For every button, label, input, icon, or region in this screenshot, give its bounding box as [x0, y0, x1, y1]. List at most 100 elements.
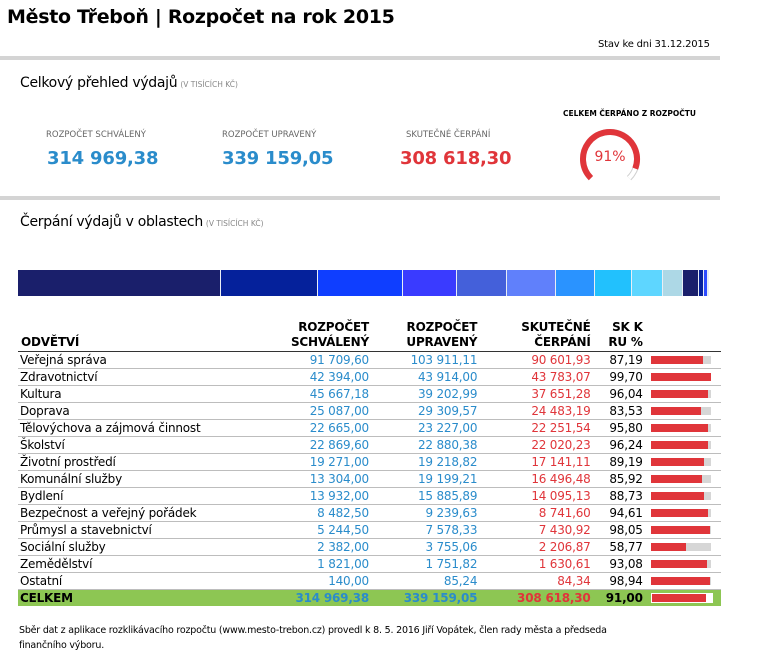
- stack-segment-4[interactable]: [402, 270, 458, 296]
- row-sector: Bezpečnost a veřejný pořádek: [18, 504, 265, 522]
- stack-segment-13[interactable]: [704, 270, 708, 296]
- row-sector: Životní prostředí: [18, 453, 265, 471]
- row-sector: Komunální služby: [18, 470, 265, 488]
- row-approved: 91 709,60: [264, 351, 371, 369]
- stack-segment-10[interactable]: [663, 270, 683, 296]
- stack-segment-2[interactable]: [220, 270, 319, 296]
- row-adjusted: 103 911,11: [370, 351, 480, 369]
- table-row: Školství 22 869,60 22 880,38 22 020,23 96,24: [18, 436, 721, 454]
- row-adjusted: 19 199,21: [370, 470, 480, 488]
- row-approved: 314 969,38: [264, 589, 371, 606]
- row-actual: 1 630,61: [479, 555, 593, 573]
- overview-title: Celkový přehled výdajů (V TISÍCÍCH KČ): [20, 75, 238, 91]
- overview-unit: (V TISÍCÍCH KČ): [180, 80, 238, 89]
- progress-bar: [650, 390, 711, 398]
- progress-bar-fill: [650, 543, 686, 551]
- row-progress-cell: [644, 538, 721, 556]
- divider: [0, 56, 720, 60]
- row-progress-cell: [644, 555, 721, 573]
- row-actual: 84,34: [479, 572, 593, 590]
- row-approved: 5 244,50: [264, 521, 371, 539]
- row-adjusted: 39 202,99: [370, 385, 480, 403]
- row-adjusted: 29 309,57: [370, 402, 480, 420]
- progress-bar-fill: [650, 458, 705, 466]
- table-row: Bydlení 13 932,00 15 885,89 14 095,13 88,73: [18, 487, 721, 505]
- table-header-row: ODVĚTVÍ ROZPOČET SCHVÁLENÝ ROZPOČET UPRAVE…: [18, 320, 721, 352]
- as-of-date: Stav ke dni 31.12.2015: [598, 39, 710, 50]
- table-total-row: CELKEM 314 969,38 339 159,05 308 618,30 91,0…: [18, 589, 721, 606]
- table-row: Doprava 25 087,00 29 309,57 24 483,19 83,53: [18, 402, 721, 420]
- row-pct: 85,92: [592, 470, 645, 488]
- row-approved: 25 087,00: [264, 402, 371, 420]
- row-progress-cell: [644, 436, 721, 454]
- row-sector: Tělovýchova a zájmová činnost: [18, 419, 265, 437]
- table-row: Tělovýchova a zájmová činnost 22 665,00 23…: [18, 419, 721, 437]
- row-approved: 13 304,00: [264, 470, 371, 488]
- row-pct: 58,77: [592, 538, 645, 556]
- progress-bar-fill: [650, 441, 709, 449]
- stack-segment-6[interactable]: [507, 270, 557, 296]
- row-adjusted: 22 880,38: [370, 436, 480, 454]
- stack-segment-3[interactable]: [318, 270, 403, 296]
- stack-segment-7[interactable]: [556, 270, 595, 296]
- kpi-approved-label: ROZPOČET SCHVÁLENÝ: [46, 130, 146, 140]
- row-pct: 89,19: [592, 453, 645, 471]
- gauge-chart: [580, 129, 640, 181]
- progress-bar-fill: [650, 526, 710, 534]
- row-sector: CELKEM: [18, 589, 265, 606]
- kpi-actual-value: 308 618,30: [400, 148, 512, 169]
- stack-segment-12[interactable]: [699, 270, 705, 296]
- progress-bar: [650, 458, 711, 466]
- stack-segment-1[interactable]: [18, 270, 221, 296]
- row-actual: 22 020,23: [479, 436, 593, 454]
- table-row: Průmysl a stavebnictví 5 244,50 7 578,33 7 …: [18, 521, 721, 539]
- row-progress-cell: [644, 453, 721, 471]
- kpi-actual-label: SKUTEČNÉ ČERPÁNÍ: [406, 130, 491, 140]
- progress-bar: [650, 475, 711, 483]
- row-progress-cell: [644, 572, 721, 590]
- row-progress-cell: [644, 487, 721, 505]
- row-actual: 22 251,54: [479, 419, 593, 437]
- stack-segment-5[interactable]: [457, 270, 508, 296]
- row-adjusted: 1 751,82: [370, 555, 480, 573]
- header-sector: ODVĚTVÍ: [21, 335, 80, 349]
- row-sector: Průmysl a stavebnictví: [18, 521, 265, 539]
- row-actual: 43 783,07: [479, 368, 593, 386]
- row-progress-cell: [644, 589, 721, 606]
- row-actual: 14 095,13: [479, 487, 593, 505]
- stack-segment-11[interactable]: [682, 270, 700, 296]
- stack-segment-9[interactable]: [631, 270, 664, 296]
- progress-bar-fill: [650, 373, 711, 381]
- row-approved: 2 382,00: [264, 538, 371, 556]
- progress-bar: [650, 593, 713, 603]
- areas-title-text: Čerpání výdajů v oblastech: [20, 214, 203, 230]
- row-pct: 96,04: [592, 385, 645, 403]
- stack-segment-8[interactable]: [594, 270, 632, 296]
- row-sector: Sociální služby: [18, 538, 265, 556]
- table-row: Kultura 45 667,18 39 202,99 37 651,28 96,04: [18, 385, 721, 403]
- row-pct: 94,61: [592, 504, 645, 522]
- gauge-fill: [580, 129, 640, 181]
- progress-bar: [650, 356, 711, 364]
- header-actual: SKUTEČNÉ ČERPÁNÍ: [521, 320, 591, 349]
- row-pct: 87,19: [592, 351, 645, 369]
- row-sector: Kultura: [18, 385, 265, 403]
- row-progress-cell: [644, 368, 721, 386]
- progress-bar-fill: [650, 407, 701, 415]
- row-actual: 7 430,92: [479, 521, 593, 539]
- row-approved: 19 271,00: [264, 453, 371, 471]
- stack-segment-14[interactable]: [707, 270, 709, 296]
- progress-bar: [650, 543, 711, 551]
- row-pct: 88,73: [592, 487, 645, 505]
- row-pct: 98,94: [592, 572, 645, 590]
- row-actual: 308 618,30: [479, 589, 593, 606]
- progress-bar-fill: [650, 356, 704, 364]
- header-adjusted: ROZPOČET UPRAVENÝ: [406, 320, 478, 349]
- row-sector: Zdravotnictví: [18, 368, 265, 386]
- divider: [0, 196, 720, 200]
- progress-bar-fill: [650, 424, 709, 432]
- row-progress-cell: [644, 521, 721, 539]
- footer-note: Sběr dat z aplikace rozklikávacího rozpo…: [19, 625, 607, 651]
- progress-bar-fill: [650, 492, 704, 500]
- gauge-percent: 91%: [594, 149, 626, 165]
